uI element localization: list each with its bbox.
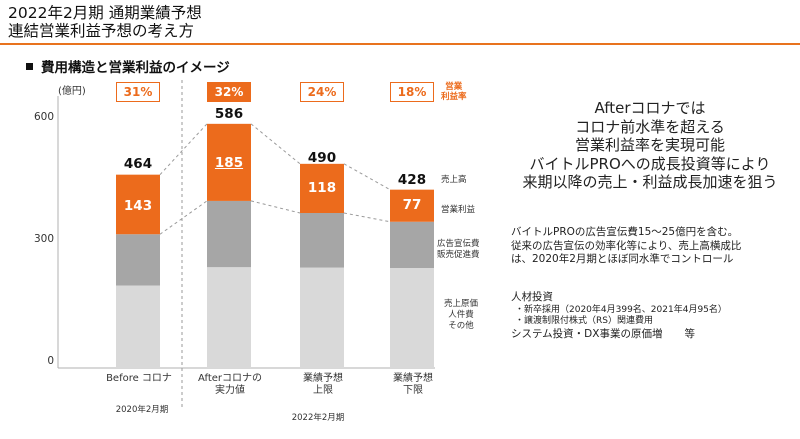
note-sub-line: ・新卒採用（2020年4月399名、2021年4月95名） <box>515 304 727 315</box>
note-tail: システム投資・DX事業の原価増 等 <box>511 328 797 342</box>
legend-ad-promo: 広告宣伝費 販売促進費 <box>437 239 480 260</box>
bar-segment <box>300 213 344 268</box>
callout-line: バイトルPROへの成長投資等により <box>529 154 771 173</box>
period-label: 2022年2月期 <box>291 413 345 423</box>
connector-line <box>250 200 301 214</box>
bar-segment <box>390 221 434 268</box>
category-label: Afterコロナの 実力値 <box>197 373 262 396</box>
profit-label-highlight: 185 <box>214 155 244 171</box>
total-label: 464 <box>123 156 153 172</box>
bar-segment <box>207 123 251 201</box>
title-line-2: 連結営業利益予想の考え方 <box>8 22 195 40</box>
connector-line <box>343 163 391 191</box>
title-line-1: 2022年2月期 通期業績予想 <box>8 4 202 22</box>
bullet-square-icon <box>26 62 33 70</box>
y-tick-label: 0 <box>47 355 54 367</box>
total-label: 428 <box>397 172 427 188</box>
connector-line <box>343 212 391 223</box>
note-head: 人材投資 <box>511 291 553 303</box>
total-label: 490 <box>307 150 337 166</box>
bar-segment <box>207 200 251 268</box>
bar-segment <box>207 267 251 368</box>
category-label: 業績予想 下限 <box>393 373 433 396</box>
margin-badge: 31% <box>116 82 160 102</box>
callout-line: 営業利益率を実現可能 <box>574 136 725 154</box>
category-label: Before コロナ <box>106 373 172 384</box>
callout-line: コロナ前水準を超える <box>575 117 725 136</box>
note-sub-line: ・譲渡制限付株式（RS）関連費用 <box>515 315 653 326</box>
note-tail-suffix: 等 <box>684 327 695 340</box>
profit-label: 143 <box>123 198 153 214</box>
callout-line: 来期以降の売上・利益成長加速を狙う <box>522 173 778 191</box>
bar-segment <box>116 285 160 368</box>
cost-note: 人材投資 ・新卒採用（2020年4月399名、2021年4月95名） ・譲渡制限… <box>511 291 797 341</box>
bar-segment <box>116 174 160 235</box>
bar-segment <box>300 267 344 368</box>
y-tick-label: 300 <box>33 233 54 245</box>
note-line: 従来の広告宣伝の効率化等により、売上高横成比 <box>511 239 742 252</box>
legend-operating-profit: 営業利益 <box>441 205 476 215</box>
connector-line <box>159 200 208 235</box>
section-heading: 費用構造と営業利益のイメージ <box>26 56 230 76</box>
period-label: 2020年2月期 <box>115 405 169 415</box>
total-label: 586 <box>214 106 244 122</box>
note-line: バイトルPROの広告宣伝費15～25億円を含む。 <box>511 226 739 238</box>
bar-segment <box>300 163 344 213</box>
margin-badge: 24% <box>300 82 344 102</box>
bar-segment <box>116 234 160 286</box>
callout-text: Afterコロナでは コロナ前水準を超える 営業利益率を実現可能 バイトルPRO… <box>500 99 800 192</box>
y-tick-label: 600 <box>33 111 54 123</box>
margin-badge: 18% <box>390 82 434 102</box>
bar-segment <box>390 268 434 368</box>
y-axis-unit: (億円) <box>58 86 86 97</box>
margin-header: 営業 利益率 <box>441 82 467 102</box>
legend-sales: 売上高 <box>441 175 467 185</box>
page-title: 2022年2月期 通期業績予想 連結営業利益予想の考え方 <box>8 4 202 40</box>
bar-segment <box>390 189 434 222</box>
callout-line: Afterコロナでは <box>594 99 706 117</box>
header-accent-rule <box>0 43 800 45</box>
profit-label: 118 <box>307 180 337 196</box>
note-line: は、2020年2月期とほぼ同水準でコントロール <box>511 253 734 265</box>
category-label: 業績予想 上限 <box>303 373 343 396</box>
section-title: 費用構造と営業利益のイメージ <box>41 60 230 76</box>
note-tail-text: システム投資・DX事業の原価増 <box>511 327 663 340</box>
ad-promo-note: バイトルPROの広告宣伝費15～25億円を含む。 従来の広告宣伝の効率化等により… <box>511 226 797 267</box>
profit-label: 77 <box>402 197 422 213</box>
legend-cost-other: 売上原価 人件費 その他 <box>444 299 479 331</box>
margin-badge-highlight: 32% <box>207 82 251 102</box>
connector-line <box>250 123 301 165</box>
